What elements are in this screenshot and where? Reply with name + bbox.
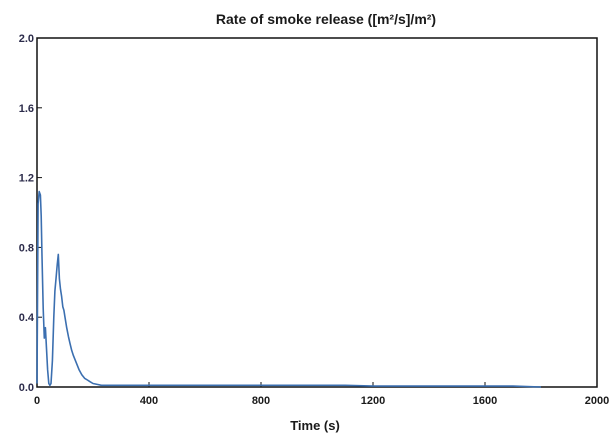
x-tick-label: 1600 xyxy=(473,395,497,407)
series-line xyxy=(36,190,542,388)
x-tick-label: 0 xyxy=(34,395,40,407)
x-tick-label: 400 xyxy=(140,395,158,407)
y-tick-label: 2.0 xyxy=(19,33,34,45)
x-axis-label: Time (s) xyxy=(290,418,340,433)
x-tick-label: 800 xyxy=(252,395,270,407)
y-axis-ticks: 0.0 0.4 0.8 1.2 1.6 2.0 xyxy=(19,33,42,394)
plot-area-frame xyxy=(36,37,598,388)
y-tick-label: 1.2 xyxy=(19,173,34,185)
y-tick-label: 0.0 xyxy=(19,382,34,394)
y-tick-label: 1.6 xyxy=(19,103,34,115)
y-tick-label: 0.8 xyxy=(19,242,34,254)
y-tick-label: 0.4 xyxy=(19,312,35,324)
chart-title: Rate of smoke release ([m²/s]/m²) xyxy=(216,11,436,27)
x-tick-label: 2000 xyxy=(585,395,609,407)
series-group xyxy=(36,190,542,388)
x-tick-label: 1200 xyxy=(361,395,385,407)
